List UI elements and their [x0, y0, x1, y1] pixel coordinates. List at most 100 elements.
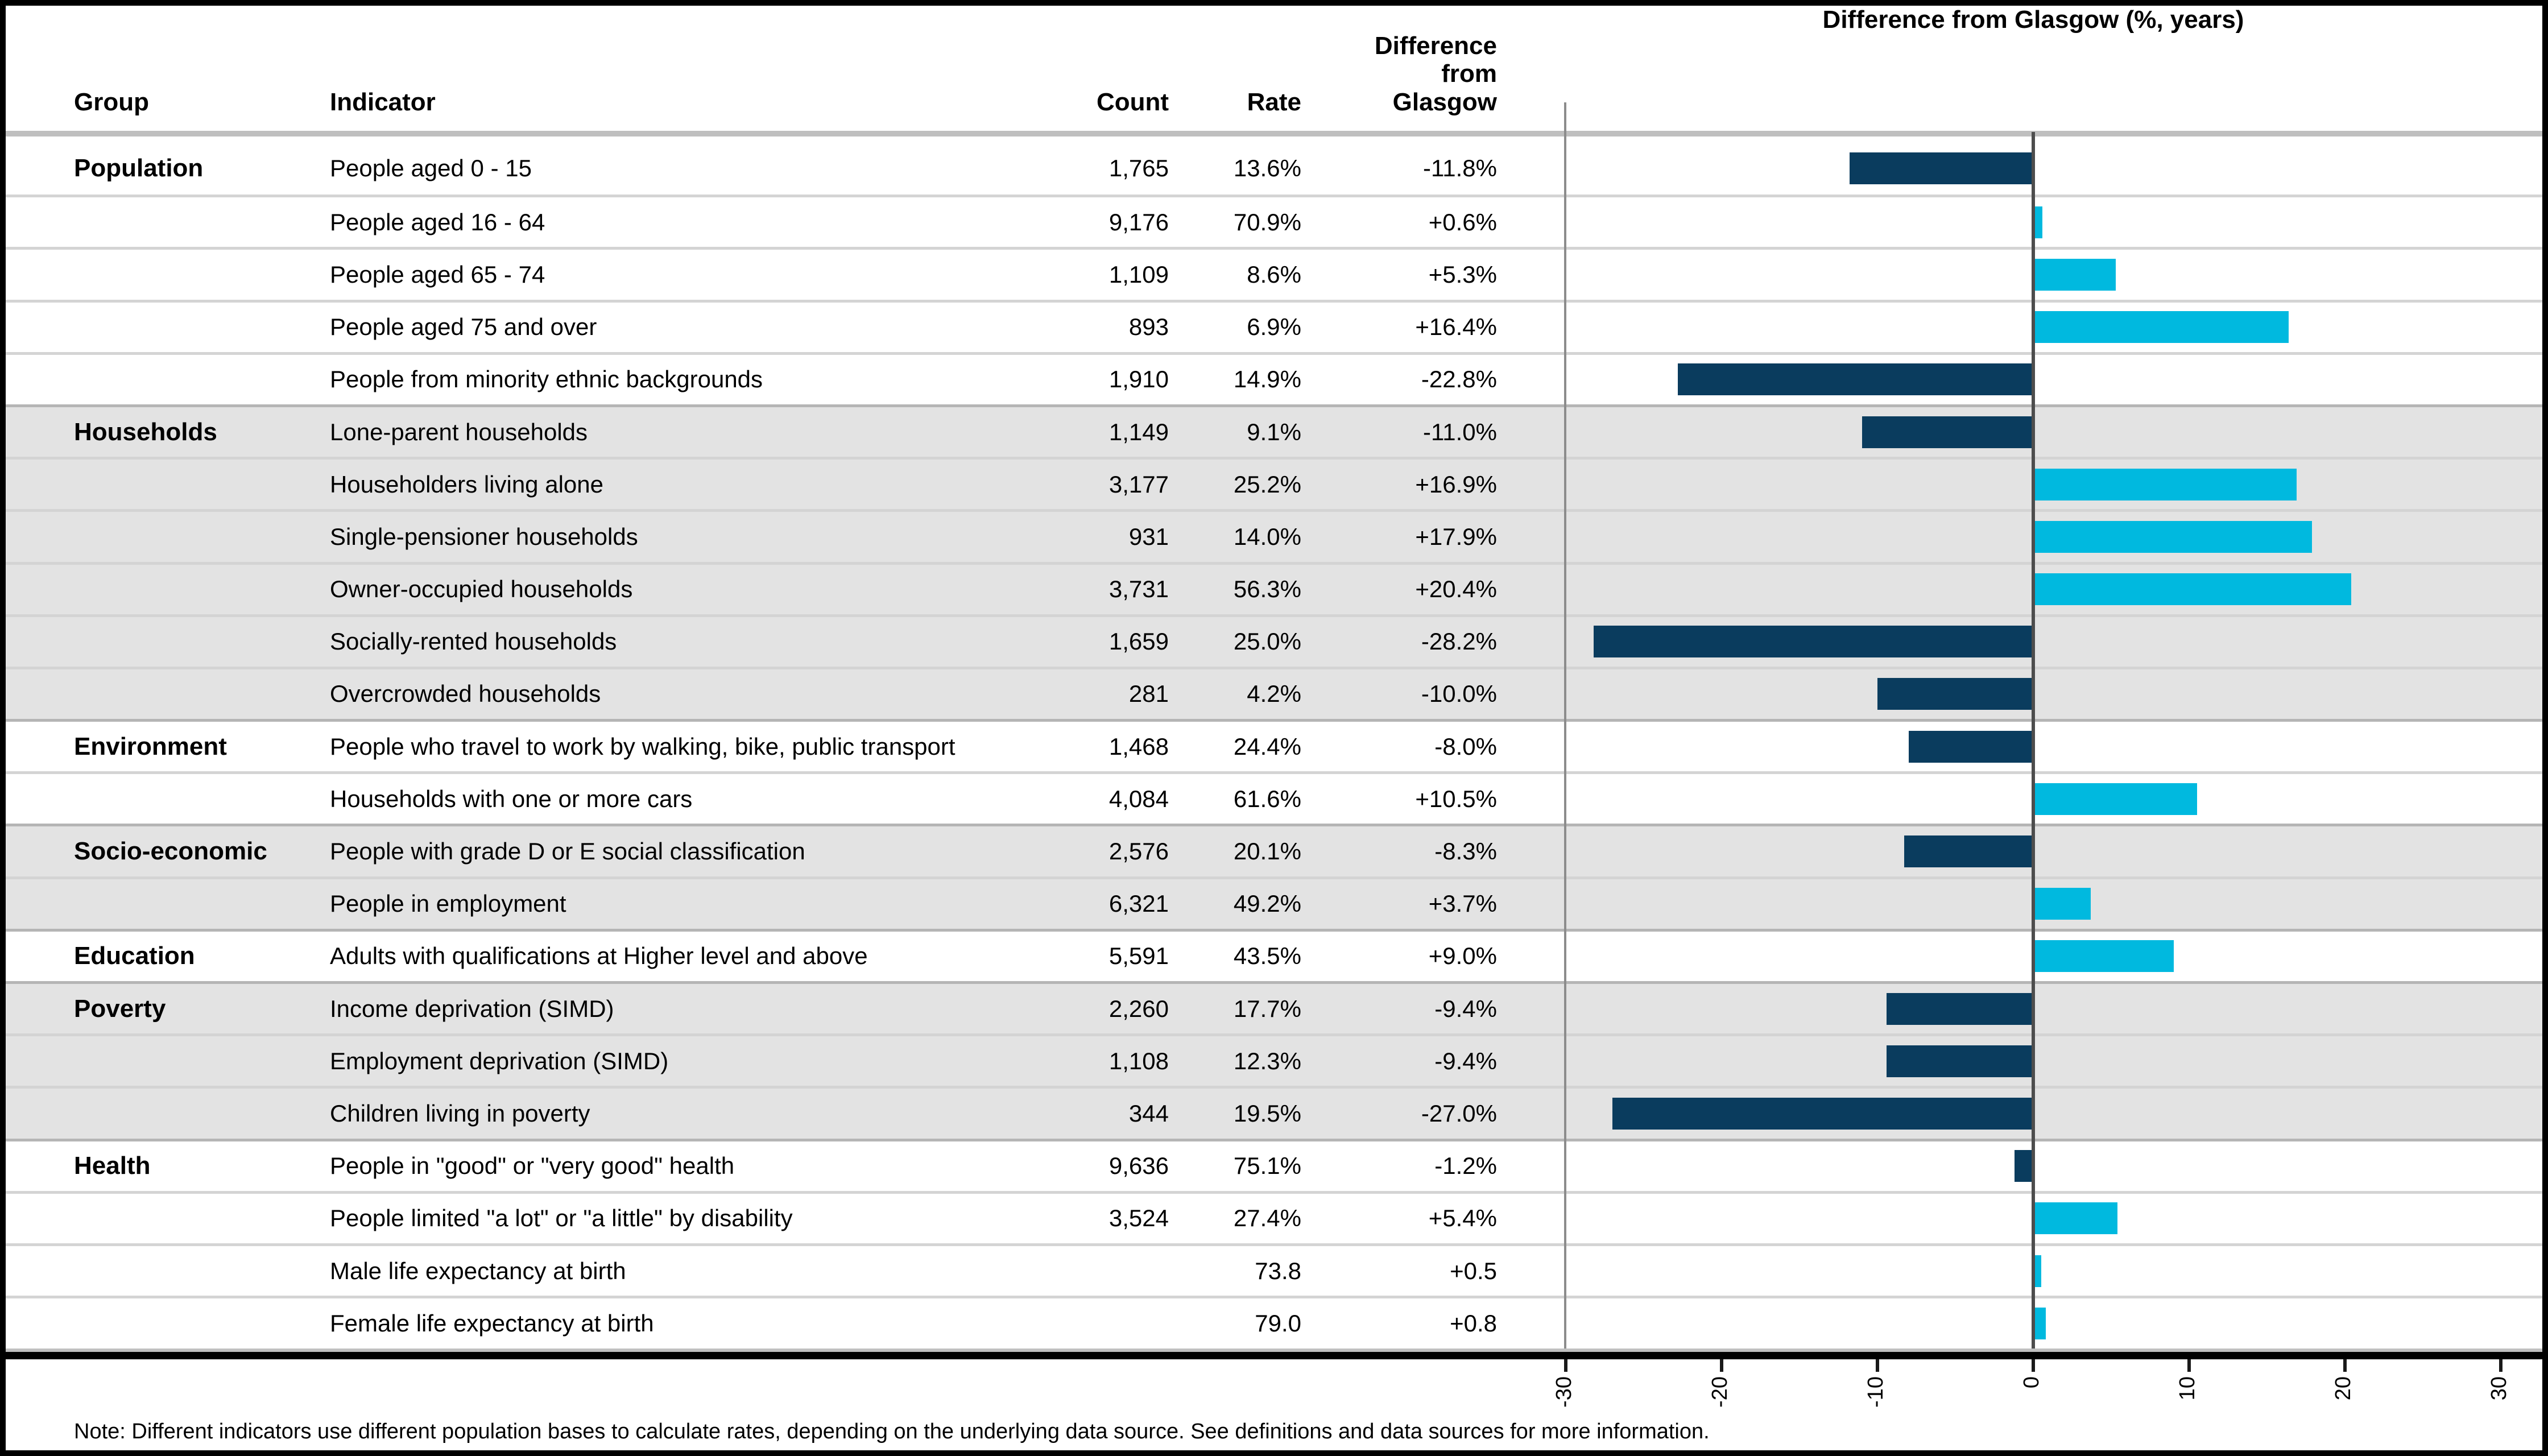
x-axis-tick-label: -10 — [1864, 1376, 1888, 1408]
indicator-label: People from minority ethnic backgrounds — [330, 366, 763, 393]
difference-value: -11.8% — [1423, 155, 1497, 182]
x-axis-tick — [2499, 1359, 2502, 1372]
negative-bar — [1908, 730, 2033, 763]
chart-cell — [1566, 1089, 2501, 1138]
difference-value: +5.3% — [1428, 260, 1497, 288]
group-label: Education — [74, 942, 195, 970]
positive-bar — [2033, 311, 2289, 344]
chart-cell — [1566, 355, 2501, 404]
negative-bar — [1594, 626, 2033, 658]
positive-bar — [2033, 258, 2116, 291]
indicator-label: Owner-occupied households — [330, 576, 633, 603]
difference-value: -11.0% — [1423, 418, 1497, 445]
chart-cell — [1566, 1141, 2501, 1191]
negative-bar — [1849, 152, 2033, 185]
indicator-label: Single-pensioner households — [330, 523, 638, 550]
group-label: Households — [74, 417, 217, 446]
indicator-label: People aged 75 and over — [330, 313, 597, 341]
count-value: 9,636 — [1108, 1152, 1169, 1180]
x-axis-tick-label: 30 — [2487, 1376, 2511, 1401]
rate-value: 9.1% — [1247, 418, 1301, 445]
rate-value: 14.0% — [1233, 523, 1301, 550]
table-row: Environment People who travel to work by … — [6, 719, 2542, 772]
positive-bar — [2033, 1255, 2041, 1287]
rate-value: 56.3% — [1233, 576, 1301, 603]
indicator-label: Children living in poverty — [330, 1099, 590, 1127]
x-axis-tick-label: 0 — [2020, 1376, 2044, 1389]
group-label: Health — [74, 1152, 151, 1180]
x-axis-tick — [2343, 1359, 2347, 1372]
chart-cell — [1566, 250, 2501, 299]
indicator-label: Lone-parent households — [330, 418, 588, 445]
table-row: Employment deprivation (SIMD) 1,108 12.3% -… — [6, 1033, 2542, 1086]
count-value: 2,260 — [1108, 995, 1169, 1022]
difference-value: -8.0% — [1434, 733, 1497, 760]
indicator-label: Male life expectancy at birth — [330, 1257, 626, 1284]
count-value: 3,731 — [1108, 576, 1169, 603]
negative-bar — [1887, 1045, 2033, 1077]
x-axis-tick — [1876, 1359, 1879, 1372]
chart-cell — [1566, 1298, 2501, 1348]
x-axis-tick-label: -20 — [1708, 1376, 1732, 1408]
rate-value: 6.9% — [1247, 313, 1301, 341]
difference-value: +17.9% — [1415, 523, 1497, 550]
chart-left-boundary-line — [1564, 102, 1566, 1352]
chart-cell — [1566, 512, 2501, 561]
table-row: Socially-rented households 1,659 25.0% -28.… — [6, 614, 2542, 667]
chart-cell — [1566, 1246, 2501, 1296]
x-axis-tick — [2187, 1359, 2191, 1372]
positive-bar — [2033, 783, 2197, 815]
difference-value: -8.3% — [1434, 838, 1497, 865]
chart-cell — [1566, 303, 2501, 352]
indicator-label: Householders living alone — [330, 470, 603, 498]
table-row: Population People aged 0 - 15 1,765 13.6% -1… — [6, 142, 2542, 195]
x-axis-tick — [2032, 1359, 2035, 1372]
chart-cell — [1566, 1036, 2501, 1086]
group-label: Population — [74, 154, 204, 183]
positive-bar — [2033, 206, 2043, 238]
rate-value: 25.0% — [1233, 628, 1301, 655]
count-value: 6,321 — [1108, 890, 1169, 917]
x-axis-tick-label: -30 — [1552, 1376, 1576, 1408]
rate-value: 14.9% — [1233, 366, 1301, 393]
count-value: 2,576 — [1108, 838, 1169, 865]
difference-value: +3.7% — [1428, 890, 1497, 917]
rate-value: 61.6% — [1233, 785, 1301, 812]
indicator-label: People aged 65 - 74 — [330, 260, 545, 288]
count-value: 3,177 — [1108, 470, 1169, 498]
positive-bar — [2033, 888, 2091, 920]
indicator-label: People aged 0 - 15 — [330, 155, 532, 182]
chart-cell — [1566, 197, 2501, 247]
count-value: 931 — [1128, 523, 1169, 550]
x-axis-tick-label: 20 — [2331, 1376, 2355, 1401]
positive-bar — [2033, 468, 2297, 500]
x-axis-tick — [1564, 1359, 1567, 1372]
table-row: Male life expectancy at birth 73.8 +0.5 — [6, 1243, 2542, 1296]
rate-value: 17.7% — [1233, 995, 1301, 1022]
count-value: 3,524 — [1108, 1205, 1169, 1232]
negative-bar — [1612, 1097, 2033, 1130]
table-row: Single-pensioner households 931 14.0% +17.9… — [6, 509, 2542, 562]
indicator-label: Female life expectancy at birth — [330, 1309, 654, 1337]
count-value: 893 — [1128, 313, 1169, 341]
indicator-label: Employment deprivation (SIMD) — [330, 1047, 669, 1074]
footnote: Note: Different indicators use different… — [74, 1420, 1710, 1443]
chart-cell — [1566, 774, 2501, 824]
positive-bar — [2033, 573, 2351, 606]
rate-value: 8.6% — [1247, 260, 1301, 288]
count-value: 4,084 — [1108, 785, 1169, 812]
negative-bar — [1678, 363, 2033, 396]
difference-value: +0.5 — [1450, 1257, 1497, 1284]
rate-value: 73.8 — [1255, 1257, 1301, 1284]
chart-title: Difference from Glasgow (%, years) — [1822, 6, 2244, 34]
x-axis-tick-label: 10 — [2175, 1376, 2199, 1401]
difference-value: -22.8% — [1421, 366, 1497, 393]
negative-bar — [1862, 416, 2033, 448]
indicator-label: People in "good" or "very good" health — [330, 1152, 735, 1180]
difference-value: +5.4% — [1428, 1205, 1497, 1232]
table-row: Households with one or more cars 4,084 61.… — [6, 771, 2542, 824]
table-row: Health People in "good" or "very good" he… — [6, 1138, 2542, 1191]
rate-value: 25.2% — [1233, 470, 1301, 498]
chart-cell — [1566, 826, 2501, 876]
indicator-label: Overcrowded households — [330, 680, 601, 708]
